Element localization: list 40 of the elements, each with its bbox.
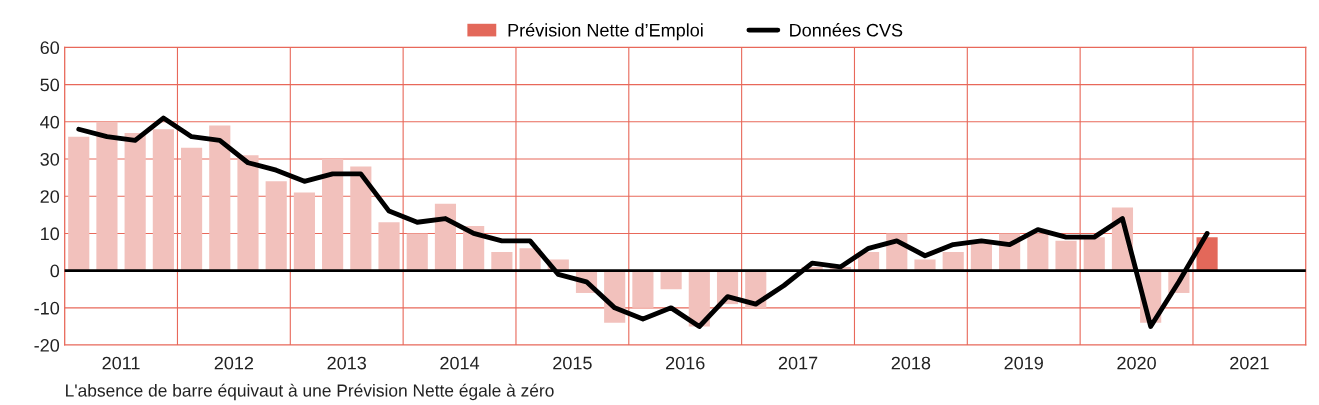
x-tick-label: 2013 (327, 356, 367, 370)
bar (209, 125, 231, 271)
x-tick-label: 2015 (553, 356, 592, 370)
y-tick-label: -10 (34, 301, 60, 315)
bar (406, 233, 428, 271)
text: L'absence de barre équivaut à une Prévision Nette égale à zéro (66, 383, 554, 401)
x-tick-label: 2016 (666, 356, 705, 370)
y-tick-label: 60 (40, 41, 60, 55)
bar (152, 129, 174, 271)
x-tick-label: 2021 (1230, 356, 1269, 370)
legend-label: Données CVS (790, 23, 903, 37)
bar (378, 222, 400, 271)
bar (350, 166, 372, 271)
x-tick-label: 2012 (214, 356, 254, 370)
x-tick-label: 2017 (778, 356, 818, 370)
y-tick-label: 10 (41, 227, 60, 241)
bar (68, 136, 90, 271)
legend-label: Prévision Nette d’Emploi (508, 23, 703, 41)
bar (660, 270, 682, 290)
x-tick-label: 2018 (891, 356, 931, 370)
bar (322, 159, 344, 271)
bar (96, 121, 118, 271)
bar (180, 147, 203, 271)
bar (293, 192, 315, 271)
y-tick-label: 20 (40, 190, 60, 203)
bar (632, 270, 654, 308)
y-tick-label: 50 (40, 78, 60, 92)
y-tick-label: 0 (50, 264, 60, 278)
x-tick-label: 2014 (440, 356, 480, 370)
x-tick-label: 2019 (1004, 356, 1043, 370)
bar (124, 132, 146, 271)
bar (265, 181, 287, 271)
x-tick-label: 2020 (1117, 356, 1156, 370)
y-tick-label: 30 (40, 152, 60, 166)
y-tick-label: 40 (40, 115, 60, 129)
bar (237, 155, 259, 271)
bar (1055, 240, 1077, 271)
y-tick-label: -20 (34, 338, 60, 352)
x-tick-label: 2011 (102, 356, 140, 370)
bar (1027, 233, 1049, 271)
